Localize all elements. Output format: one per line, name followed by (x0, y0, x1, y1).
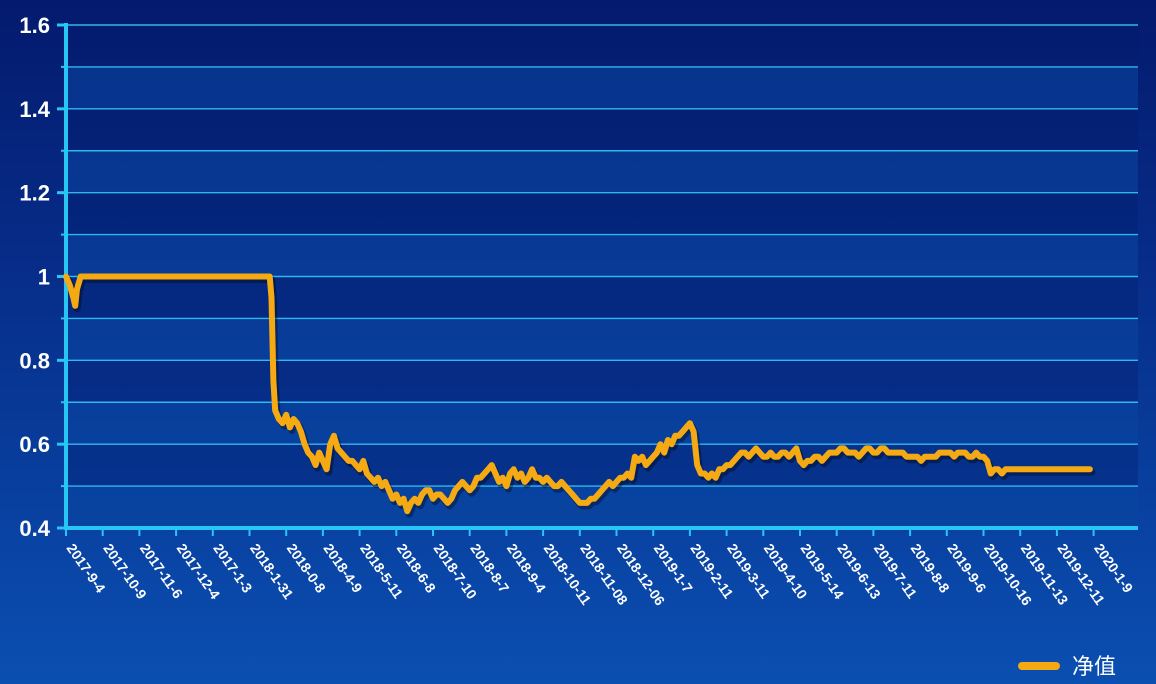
plot-band (66, 318, 1138, 361)
legend: 净值 (1018, 655, 1116, 680)
x-axis-ticks: 2017-9-42017-10-92017-11-62017-12-42017-… (64, 528, 1137, 609)
plot-band (66, 192, 1138, 235)
y-tick-label: 1.6 (19, 13, 50, 38)
y-tick-label: 0.8 (19, 348, 50, 373)
y-tick-label: 1 (38, 265, 50, 290)
plot-band (66, 402, 1138, 445)
y-tick-label: 0.6 (19, 432, 50, 457)
plot-band (66, 150, 1138, 193)
y-tick-label: 1.4 (19, 97, 50, 122)
y-axis-ticks: 0.4 0.6 0.8 1 1.2 1.4 1.6 (19, 13, 66, 541)
plot-band (66, 360, 1138, 403)
y-tick-label: 0.4 (19, 516, 50, 541)
series-layer (63, 273, 1096, 518)
series-line-nav (63, 273, 1093, 515)
y-tick-label: 1.2 (19, 181, 50, 206)
legend-label: 净值 (1072, 655, 1116, 680)
plot-band (66, 234, 1138, 277)
plot-band (66, 108, 1138, 151)
plot-band (66, 276, 1138, 319)
plot-band (66, 25, 1138, 67)
plot-band (66, 66, 1138, 109)
